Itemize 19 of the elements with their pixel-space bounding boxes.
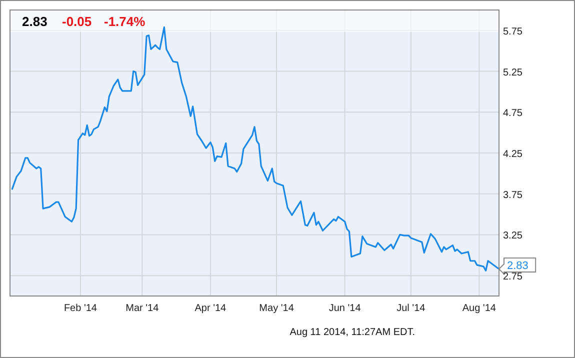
annotation: -1.74%: [104, 14, 146, 29]
y-tick-label: 4.25: [503, 149, 523, 160]
y-tick-label: 3.75: [503, 190, 523, 201]
y-tick-label: 4.75: [503, 108, 523, 120]
y-tick-label: 5.25: [503, 67, 523, 78]
annotation: -0.05: [62, 14, 92, 29]
chart-title: 2.83: [22, 14, 48, 29]
x-tick-label: May '14: [259, 303, 294, 314]
y-tick-label: 5.75: [503, 26, 523, 38]
x-tick-label: Mar '14: [126, 303, 160, 314]
data-label: 2.83: [507, 260, 528, 272]
x-tick-label: Feb '14: [64, 303, 98, 314]
y-tick-label: 2.75: [503, 272, 523, 283]
x-tick-label: Apr '14: [194, 303, 227, 314]
text: Aug 11 2014, 11:27AM EDT.: [290, 327, 415, 338]
x-tick-label: Jun '14: [328, 303, 362, 314]
x-tick-label: Aug '14: [462, 303, 496, 314]
y-tick-label: 3.25: [503, 230, 523, 242]
x-tick-label: Jul '14: [396, 303, 426, 314]
